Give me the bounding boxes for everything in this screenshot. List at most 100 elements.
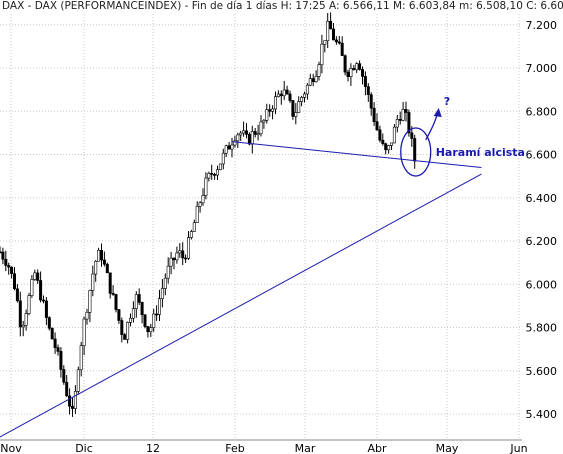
candle-body [131, 308, 135, 319]
candle-body [343, 55, 347, 73]
candle-body [221, 152, 225, 165]
candle-body [282, 89, 286, 97]
candle-body [300, 97, 304, 102]
candle-body [10, 266, 14, 274]
candle-body [375, 121, 379, 131]
candle-body [146, 326, 150, 333]
candle-body [82, 318, 86, 346]
candle-body [331, 28, 335, 41]
question-mark-label: ? [444, 95, 450, 108]
candle-body [195, 205, 199, 223]
x-tick-label: May [436, 442, 459, 454]
candle-body [56, 347, 60, 352]
candle-body [398, 118, 402, 121]
candle-body [407, 112, 411, 134]
x-tick-label: Dic [75, 442, 93, 454]
candle-body [120, 320, 124, 335]
candle-body [140, 302, 144, 316]
candle-body [15, 288, 19, 302]
candle-body [308, 78, 312, 86]
candle-body [88, 290, 92, 313]
candle-body [149, 327, 153, 333]
candle-body [41, 299, 45, 302]
candle-body [213, 174, 217, 176]
candles [0, 12, 417, 417]
candle-body [262, 119, 266, 123]
candle-body [189, 231, 193, 238]
arrow-head-icon [433, 107, 442, 117]
candle-body [230, 144, 234, 150]
candle-body [187, 237, 191, 259]
trend-lines [0, 141, 482, 438]
candle-body [13, 273, 17, 290]
support-trendline [0, 173, 482, 438]
candle-body [123, 334, 127, 340]
candle-body [158, 298, 162, 315]
candle-body [265, 109, 269, 121]
candle-body [137, 294, 141, 303]
candle-body [204, 177, 208, 196]
candle-body [24, 313, 28, 326]
candle-body [100, 250, 104, 261]
candle-body [227, 145, 231, 150]
candle-body [311, 78, 315, 83]
y-tick-label: 6.600 [526, 149, 558, 162]
candle-body [294, 112, 298, 117]
candle-body [395, 118, 399, 128]
candle-body [172, 257, 176, 261]
candle-body [192, 222, 196, 232]
x-tick-label: 12 [146, 442, 160, 454]
candle-body [369, 94, 373, 109]
candle-body [207, 173, 211, 179]
candle-body [279, 93, 283, 97]
candle-body [384, 143, 388, 151]
candle-body [366, 86, 370, 95]
y-tick-label: 5.600 [526, 365, 558, 378]
y-tick-label: 5.400 [526, 408, 558, 421]
candle-body [62, 369, 66, 383]
candle-body [105, 263, 109, 274]
candle-body [256, 133, 260, 136]
candle-body [1, 251, 5, 260]
candle-body [334, 39, 338, 43]
candle-body [36, 272, 40, 281]
x-tick-label: Nov [0, 442, 22, 454]
x-tick-label: Feb [225, 442, 244, 454]
candle-body [33, 272, 37, 280]
candle-body [184, 257, 188, 260]
candle-body [166, 265, 170, 279]
harami-circle [400, 127, 432, 177]
candle-body [30, 279, 34, 296]
neckline [231, 141, 482, 169]
candle-body [27, 295, 31, 314]
candle-body [44, 300, 48, 318]
candle-body [253, 131, 257, 135]
candle-body [326, 20, 330, 41]
candle-body [7, 265, 11, 268]
candle-body [259, 121, 263, 135]
candle-body [152, 313, 156, 328]
y-tick-label: 6.800 [526, 105, 558, 118]
candle-body [323, 40, 327, 45]
candle-body [0, 251, 2, 254]
candle-body [21, 324, 25, 328]
candle-body [250, 131, 254, 145]
candle-body [47, 317, 51, 329]
candle-body [175, 252, 179, 261]
candle-body [358, 63, 362, 70]
candle-body [401, 109, 405, 121]
candle-body [349, 68, 353, 77]
x-tick-label: Mar [295, 442, 316, 454]
candle-body [268, 109, 272, 112]
candle-body [245, 130, 249, 135]
candle-body [288, 93, 292, 101]
candle-body [198, 202, 202, 207]
annotations: ? Haramí alcista [400, 95, 525, 177]
candle-body [247, 134, 251, 145]
candle-body [236, 134, 240, 142]
candle-body [233, 140, 237, 146]
candle-body [178, 250, 182, 254]
x-tick-label: Abr [367, 442, 387, 454]
y-tick-label: 7.000 [526, 62, 558, 75]
